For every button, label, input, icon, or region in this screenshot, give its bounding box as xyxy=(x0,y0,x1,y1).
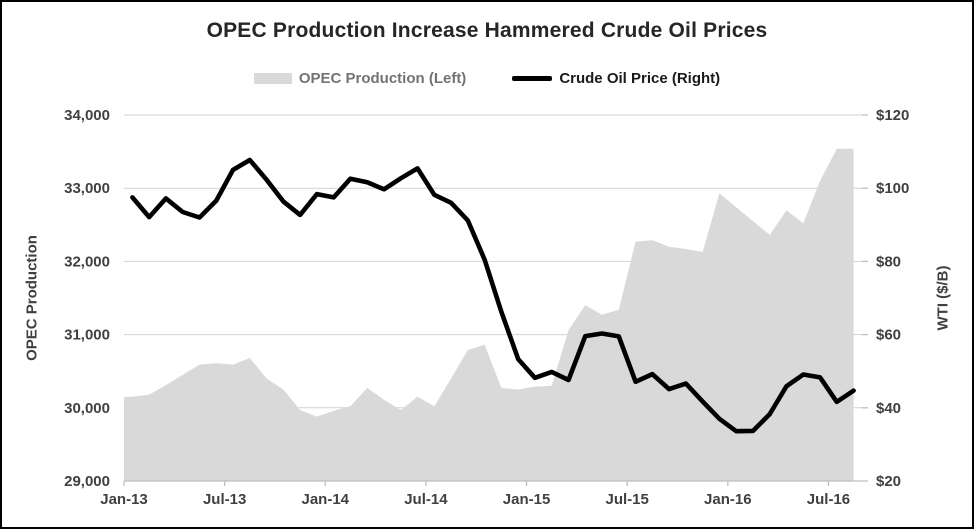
legend-item-opec-production: OPEC Production (Left) xyxy=(253,69,467,87)
legend-label-crude: Crude Oil Price (Right) xyxy=(559,69,721,87)
left-tick-label: 31,000 xyxy=(64,327,110,344)
legend: OPEC Production (Left) Crude Oil Price (… xyxy=(2,68,972,88)
x-tick-label: Jul-16 xyxy=(807,491,850,508)
x-tick-label: Jul-13 xyxy=(203,491,246,508)
x-tick-label: Jan-16 xyxy=(704,491,752,508)
right-tick-label: $60 xyxy=(876,327,901,344)
x-tick-label: Jan-14 xyxy=(302,491,350,508)
right-tick-label: $120 xyxy=(876,107,909,124)
legend-item-crude-oil-price: Crude Oil Price (Right) xyxy=(512,70,720,87)
opec-production-area xyxy=(124,148,854,481)
x-tick-label: Jul-15 xyxy=(606,491,649,508)
crude-oil-price-line xyxy=(130,157,856,434)
right-tick-label: $100 xyxy=(876,180,909,197)
left-tick-label: 33,000 xyxy=(64,180,110,197)
right-tick-label: $40 xyxy=(876,400,901,417)
chart-title: OPEC Production Increase Hammered Crude … xyxy=(206,19,768,42)
left-tick-label: 32,000 xyxy=(64,253,110,270)
right-tick-label: $80 xyxy=(876,253,901,270)
x-tick-label: Jan-13 xyxy=(100,491,148,508)
x-tick-label: Jan-15 xyxy=(503,491,551,508)
left-tick-label: 30,000 xyxy=(64,400,110,417)
right-tick-label: $20 xyxy=(876,473,901,490)
left-tick-label: 34,000 xyxy=(64,107,110,124)
legend-label-opec: OPEC Production (Left) xyxy=(298,69,467,87)
left-tick-label: 29,000 xyxy=(64,473,110,490)
area-swatch-icon xyxy=(253,72,292,84)
x-tick-label: Jul-14 xyxy=(404,491,448,508)
line-swatch-icon xyxy=(512,75,553,81)
